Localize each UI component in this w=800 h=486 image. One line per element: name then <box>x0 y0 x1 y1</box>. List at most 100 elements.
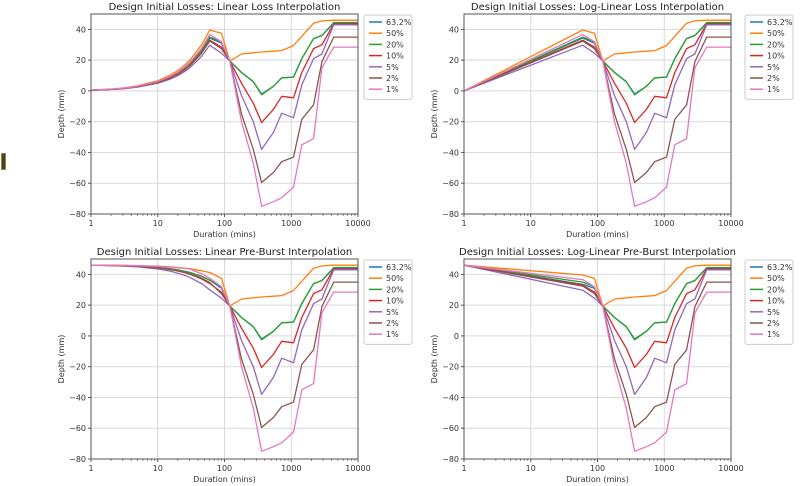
series-line-5pct <box>464 264 731 396</box>
legend-label: 5% <box>767 63 780 72</box>
legend-label: 2% <box>386 74 399 83</box>
series-line-2pct <box>91 264 358 429</box>
legend: 63.2% 50% 20% 10% 5% 2% 1% <box>363 14 413 100</box>
legend-label: 1% <box>767 330 780 339</box>
y-tick-label: −40 <box>442 393 459 402</box>
legend-label: 5% <box>767 308 780 317</box>
x-tick-label: 10 <box>526 219 536 228</box>
legend-label: 1% <box>386 85 399 94</box>
y-tick-label: 40 <box>449 270 459 279</box>
x-tick-label: 100 <box>590 464 605 473</box>
y-tick-label: −60 <box>442 424 459 433</box>
legend-label: 20% <box>767 40 785 49</box>
legend-label: 5% <box>386 308 399 317</box>
chart-title: Design Initial Losses: Log-Linear Pre-Bu… <box>459 247 736 258</box>
chart-title: Design Initial Losses: Linear Loss Inter… <box>109 2 341 13</box>
x-axis-label: Duration (mins) <box>193 230 256 239</box>
x-tick-label: 100 <box>217 464 232 473</box>
y-tick-label: −80 <box>69 455 86 464</box>
legend-label: 2% <box>386 319 399 328</box>
legend: 63.2% 50% 20% 10% 5% 2% 1% <box>744 14 794 100</box>
y-tick-label: 40 <box>76 25 86 34</box>
legend-label: 63.2% <box>767 18 793 27</box>
x-tick-label: 1 <box>88 464 93 473</box>
x-tick-label: 100 <box>590 219 605 228</box>
y-tick-label: 20 <box>449 301 459 310</box>
y-axis-label: Depth (mm) <box>57 90 66 139</box>
y-axis-label: Depth (mm) <box>57 335 66 384</box>
series-line-1pct <box>91 33 358 207</box>
chart-title: Design Initial Losses: Log-Linear Loss I… <box>471 2 724 13</box>
chart-panel-3: 1 10 100 1000 10000 −80 −60 −40 −20 0 20 40 Design I… <box>57 247 413 484</box>
legend-label: 1% <box>386 330 399 339</box>
x-tick-label: 10 <box>526 464 536 473</box>
y-tick-label: −20 <box>69 363 86 372</box>
series-line-1pct <box>464 264 731 452</box>
x-tick-label: 1 <box>461 464 466 473</box>
legend-label: 20% <box>386 285 404 294</box>
y-tick-label: 0 <box>454 87 459 96</box>
y-tick-label: −40 <box>69 148 86 157</box>
legend-label: 10% <box>386 297 404 306</box>
x-tick-label: 10000 <box>718 464 743 473</box>
y-tick-label: −80 <box>442 455 459 464</box>
x-tick-label: 10000 <box>718 219 743 228</box>
series-line-2pct <box>91 36 358 184</box>
series-group <box>464 264 731 452</box>
legend-label: 10% <box>767 52 785 61</box>
y-tick-label: 20 <box>76 301 86 310</box>
x-tick-label: 1000 <box>281 464 301 473</box>
legend-label: 20% <box>386 40 404 49</box>
y-tick-label: 0 <box>81 332 86 341</box>
y-tick-label: 40 <box>449 25 459 34</box>
legend-label: 63.2% <box>386 263 412 272</box>
legend-label: 63.2% <box>767 263 793 272</box>
legend-label: 2% <box>767 319 780 328</box>
legend-label: 50% <box>767 274 785 283</box>
x-tick-label: 1000 <box>654 464 674 473</box>
series-group <box>91 264 358 452</box>
y-tick-label: 20 <box>76 56 86 65</box>
chart-panel-1: 1 10 100 1000 10000 −80 −60 −40 −20 0 20 40 Design I… <box>57 2 413 239</box>
series-line-1pct <box>91 264 358 452</box>
series-line-5pct <box>91 264 358 396</box>
y-tick-label: 0 <box>81 87 86 96</box>
legend-label: 10% <box>386 52 404 61</box>
y-tick-label: −80 <box>69 210 86 219</box>
y-tick-label: −60 <box>69 424 86 433</box>
y-axis-label: Depth (mm) <box>430 90 439 139</box>
legend-label: 1% <box>767 85 780 94</box>
series-line-1pct <box>464 33 731 207</box>
y-tick-label: −20 <box>442 118 459 127</box>
legend-label: 50% <box>386 29 404 38</box>
legend-label: 5% <box>386 63 399 72</box>
y-tick-label: −20 <box>442 363 459 372</box>
series-line-2pct <box>464 264 731 429</box>
x-tick-label: 100 <box>217 219 232 228</box>
y-tick-label: 40 <box>76 270 86 279</box>
legend-label: 2% <box>767 74 780 83</box>
y-axis-label: Depth (mm) <box>430 335 439 384</box>
x-axis-label: Duration (mins) <box>566 230 629 239</box>
y-tick-label: −60 <box>442 179 459 188</box>
chart-panel-4: 1 10 100 1000 10000 −80 −60 −40 −20 0 20 40 Design I… <box>430 247 794 484</box>
x-tick-label: 10 <box>153 219 163 228</box>
legend: 63.2% 50% 20% 10% 5% 2% 1% <box>744 259 794 345</box>
series-group <box>91 19 358 207</box>
y-tick-label: −20 <box>69 118 86 127</box>
y-tick-label: −80 <box>442 210 459 219</box>
x-tick-label: 1000 <box>654 219 674 228</box>
series-line-50pct <box>464 19 731 92</box>
legend-label: 50% <box>767 29 785 38</box>
series-line-2pct <box>464 36 731 184</box>
legend-label: 50% <box>386 274 404 283</box>
y-tick-label: 20 <box>449 56 459 65</box>
legend: 63.2% 50% 20% 10% 5% 2% 1% <box>363 259 413 345</box>
legend-label: 20% <box>767 285 785 294</box>
y-tick-label: −40 <box>69 393 86 402</box>
y-tick-label: 0 <box>454 332 459 341</box>
side-marker <box>1 153 6 170</box>
series-line-50pct <box>464 264 731 307</box>
series-line-5pct <box>464 24 731 151</box>
